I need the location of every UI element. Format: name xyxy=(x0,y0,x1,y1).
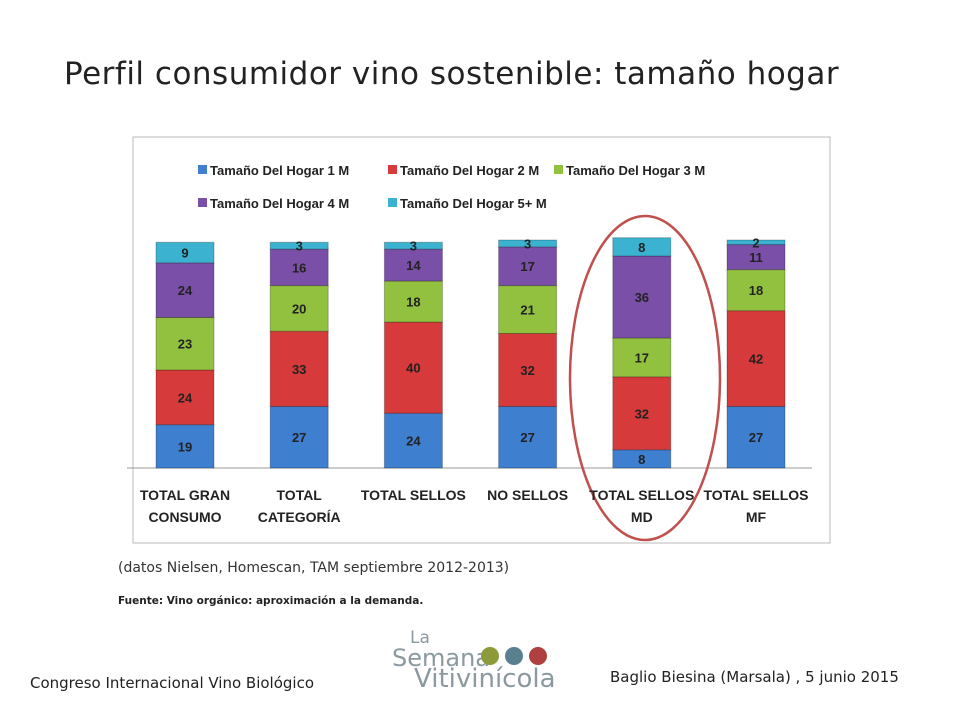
data-label: 27 xyxy=(749,430,763,445)
data-label: 27 xyxy=(520,430,534,445)
highlight-ellipse xyxy=(568,214,722,542)
bar-segment xyxy=(269,241,329,250)
legend-swatch xyxy=(198,198,207,207)
data-label: 24 xyxy=(406,434,421,449)
bar-segment xyxy=(498,332,558,407)
data-label: 24 xyxy=(178,283,193,298)
bar-segment xyxy=(155,241,215,264)
bar-segment xyxy=(612,376,672,451)
bar-segment xyxy=(726,239,786,246)
bar-segment xyxy=(612,255,672,339)
x-tick-label: TOTAL CATEGORÍA xyxy=(257,487,341,525)
bar-segment xyxy=(726,310,786,407)
chart-frame xyxy=(132,136,831,544)
data-label: 20 xyxy=(292,301,306,316)
bar-segment xyxy=(155,262,215,319)
data-label: 40 xyxy=(406,361,420,376)
logo-icons xyxy=(481,647,547,665)
data-label: 32 xyxy=(635,406,649,421)
bar-segment xyxy=(726,244,786,271)
bar-segment xyxy=(612,237,672,257)
logo-semana: Semana xyxy=(392,644,491,672)
bar-segment xyxy=(269,330,329,407)
source: Fuente: Vino orgánico: aproximación a la… xyxy=(118,595,424,607)
legend-label: Tamaño Del Hogar 4 M xyxy=(210,196,349,211)
data-label: 27 xyxy=(292,430,306,445)
bar-segment xyxy=(269,285,329,332)
data-label: 23 xyxy=(178,337,192,352)
x-tick-label: TOTAL GRAN CONSUMO xyxy=(139,487,231,525)
bar-segment xyxy=(498,285,558,334)
data-label: 18 xyxy=(749,283,763,298)
bar-segment xyxy=(498,239,558,248)
slide-title: Perfil consumidor vino sostenible: tamañ… xyxy=(64,56,840,92)
bar-segment xyxy=(612,449,672,469)
data-label: 8 xyxy=(638,452,645,467)
data-label: 8 xyxy=(638,240,645,255)
bar-segment xyxy=(383,412,443,469)
bar-segment xyxy=(155,317,215,371)
data-label: 19 xyxy=(178,439,192,454)
data-label: 14 xyxy=(406,258,421,273)
bar-segment xyxy=(383,321,443,414)
data-label: 3 xyxy=(296,239,303,254)
footer-left: Congreso Internacional Vino Biológico xyxy=(30,674,315,692)
data-label: 33 xyxy=(292,362,306,377)
x-tick-label: TOTAL SELLOS xyxy=(360,487,466,503)
data-label: 42 xyxy=(749,352,763,367)
x-tick-label: TOTAL SELLOS MD xyxy=(589,487,695,525)
data-label: 17 xyxy=(520,259,534,274)
data-label: 2 xyxy=(752,235,759,250)
data-label: 9 xyxy=(181,246,188,261)
logo-la: La xyxy=(410,628,430,648)
bar-segment xyxy=(155,369,215,426)
x-tick-label: TOTAL SELLOS MF xyxy=(703,487,809,525)
data-label: 21 xyxy=(520,303,534,318)
logo-vitivinicola: Vitivinícola xyxy=(414,664,556,694)
bar-segment xyxy=(269,405,329,469)
bar-segment xyxy=(726,405,786,469)
data-label: 18 xyxy=(406,295,420,310)
legend-swatch xyxy=(554,165,563,174)
data-label: 3 xyxy=(524,236,531,251)
bar-segment xyxy=(383,280,443,323)
legend-swatch xyxy=(388,165,397,174)
footer-right: Baglio Biesina (Marsala) , 5 junio 2015 xyxy=(610,668,899,686)
legend-label: Tamaño Del Hogar 3 M xyxy=(566,163,705,178)
data-label: 11 xyxy=(749,250,763,265)
bar-segment xyxy=(383,248,443,282)
data-label: 16 xyxy=(292,260,306,275)
legend-label: Tamaño Del Hogar 2 M xyxy=(400,163,539,178)
x-tick-label: NO SELLOS xyxy=(487,487,569,503)
legend-label: Tamaño Del Hogar 1 M xyxy=(210,163,349,178)
legend-swatch xyxy=(388,198,397,207)
legend-label: Tamaño Del Hogar 5+ M xyxy=(400,196,547,211)
data-label: 24 xyxy=(178,390,193,405)
bar-segment xyxy=(498,246,558,287)
bar-segment xyxy=(383,241,443,250)
note: (datos Nielsen, Homescan, TAM septiembre… xyxy=(118,560,510,576)
data-label: 36 xyxy=(635,290,649,305)
data-label: 17 xyxy=(635,350,649,365)
legend-swatch xyxy=(198,165,207,174)
bar-segment xyxy=(498,405,558,469)
data-label: 3 xyxy=(410,239,417,254)
bar-segment xyxy=(726,269,786,312)
data-label: 32 xyxy=(520,363,534,378)
